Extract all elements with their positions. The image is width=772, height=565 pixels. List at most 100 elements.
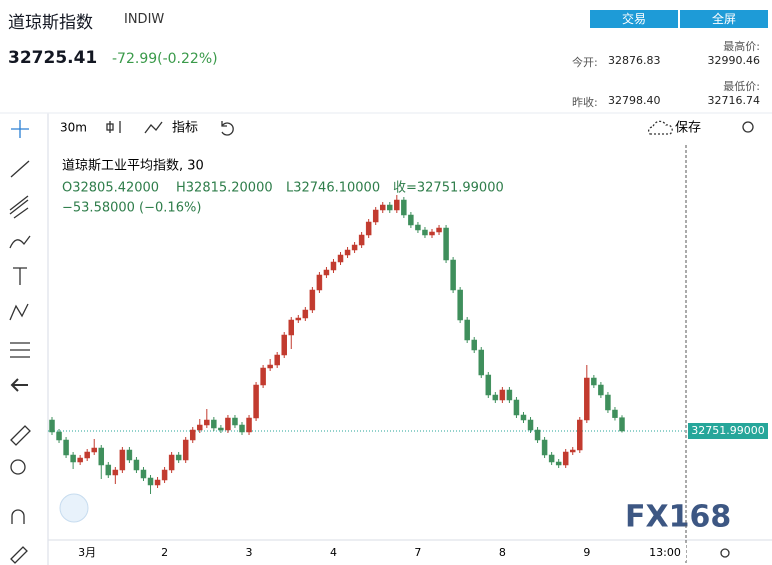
zoom-tool[interactable] bbox=[10, 459, 26, 475]
brush-tool[interactable] bbox=[9, 235, 31, 249]
pattern-tool[interactable] bbox=[9, 303, 29, 321]
candle-body bbox=[98, 447, 105, 466]
back-tool[interactable] bbox=[10, 378, 28, 392]
candle-body bbox=[56, 431, 62, 441]
candle-body bbox=[260, 367, 266, 386]
price-label-bg bbox=[688, 423, 768, 440]
candle-body bbox=[358, 234, 365, 246]
candle-body bbox=[140, 469, 147, 479]
settings-icon[interactable] bbox=[720, 548, 730, 558]
candle-body bbox=[401, 199, 407, 216]
candle-body bbox=[147, 477, 154, 486]
crosshair-label-bg bbox=[642, 545, 686, 561]
lock-tool[interactable] bbox=[10, 546, 28, 564]
title: 道琼斯指数 bbox=[8, 13, 93, 33]
indicator-icon[interactable] bbox=[144, 121, 163, 134]
line-tool[interactable] bbox=[10, 160, 30, 178]
text-tool[interactable] bbox=[13, 267, 27, 285]
candle-body bbox=[63, 439, 69, 456]
candle-body bbox=[49, 419, 55, 433]
candle-body bbox=[218, 427, 224, 431]
trade-button[interactable]: 交易 bbox=[590, 10, 678, 28]
x-tick-label: 3月 bbox=[78, 546, 96, 559]
cloud-icon[interactable] bbox=[648, 120, 673, 135]
ruler-tool[interactable] bbox=[10, 425, 31, 446]
candle-body bbox=[168, 454, 175, 471]
stat-label: 今开: bbox=[572, 56, 598, 69]
candle-body bbox=[274, 354, 280, 366]
stat-value: 32716.74 bbox=[707, 94, 761, 107]
x-tick-label: 4 bbox=[330, 546, 337, 559]
toolbar bbox=[0, 112, 772, 565]
candle-body bbox=[379, 204, 386, 211]
candle-body bbox=[246, 417, 252, 433]
candle-body bbox=[394, 199, 400, 211]
watermark: FX168 bbox=[625, 500, 731, 535]
candle-body bbox=[295, 317, 302, 321]
candle-body bbox=[133, 459, 140, 471]
crosshair-label: 13:00 bbox=[649, 546, 681, 559]
candle-body bbox=[351, 244, 358, 251]
magnet-tool[interactable] bbox=[11, 509, 25, 524]
candle-body bbox=[84, 451, 90, 459]
candle-body bbox=[77, 457, 83, 463]
candle-body bbox=[91, 447, 97, 453]
candle-body bbox=[520, 414, 527, 421]
candle-body bbox=[534, 429, 541, 441]
indicators-button[interactable]: 指标 bbox=[172, 121, 198, 136]
x-tick-label: 3 bbox=[246, 546, 253, 559]
candle-body bbox=[612, 409, 618, 418]
candle-body bbox=[485, 374, 492, 396]
x-tick-label: 8 bbox=[499, 546, 506, 559]
candle-body bbox=[225, 417, 231, 431]
candle-body bbox=[598, 384, 604, 396]
candle-body bbox=[506, 389, 513, 401]
logo-badge bbox=[59, 493, 89, 523]
x-tick-label: 7 bbox=[414, 546, 421, 559]
legend-change: −53.58000 (−0.16%) bbox=[62, 201, 201, 216]
undo-icon[interactable] bbox=[221, 121, 234, 136]
legend-title: 道琼斯工业平均指数, 30 bbox=[62, 159, 204, 174]
candle-body bbox=[513, 399, 520, 416]
interval[interactable]: 30m bbox=[60, 121, 87, 135]
settings-icon[interactable] bbox=[742, 121, 754, 133]
fib-tool[interactable] bbox=[9, 195, 29, 219]
candle-body bbox=[175, 454, 182, 461]
candle-body bbox=[387, 204, 393, 211]
candle-body bbox=[112, 469, 119, 476]
candle-body bbox=[161, 469, 168, 481]
candle-body bbox=[197, 424, 203, 431]
save-button[interactable]: 保存 bbox=[675, 121, 701, 136]
fullscreen-button[interactable]: 全屏 bbox=[680, 10, 768, 28]
candle-body bbox=[309, 289, 316, 311]
candle-body bbox=[464, 319, 470, 341]
candle-body bbox=[591, 377, 597, 386]
candle-body bbox=[232, 417, 238, 426]
candle-body bbox=[422, 229, 428, 236]
candle-body bbox=[119, 449, 126, 471]
legend-low: L32746.10000 bbox=[286, 181, 380, 196]
candle-body bbox=[182, 439, 189, 461]
candle-type-icon[interactable] bbox=[106, 123, 114, 131]
candle-body bbox=[372, 209, 379, 223]
candle-body bbox=[330, 261, 337, 271]
candle-body bbox=[605, 394, 611, 411]
candle-body bbox=[204, 419, 210, 426]
candle-body bbox=[189, 429, 196, 441]
candle-body bbox=[457, 289, 463, 321]
candle-body bbox=[619, 417, 625, 432]
candle-body bbox=[450, 259, 456, 291]
candle-body bbox=[105, 464, 112, 476]
legend-close: 收=32751.99000 bbox=[393, 181, 504, 196]
measure-tool[interactable] bbox=[10, 342, 30, 358]
candle-body bbox=[527, 419, 534, 431]
stat-value: 32990.46 bbox=[707, 54, 761, 67]
stat-value: 32876.83 bbox=[608, 54, 661, 67]
crosshair-tool[interactable] bbox=[11, 120, 29, 138]
candle-body bbox=[302, 309, 309, 319]
candle-body bbox=[281, 334, 287, 356]
candle-body bbox=[569, 449, 576, 453]
legend-high: H32815.20000 bbox=[176, 181, 273, 196]
candle-type-icon[interactable] bbox=[109, 121, 121, 133]
